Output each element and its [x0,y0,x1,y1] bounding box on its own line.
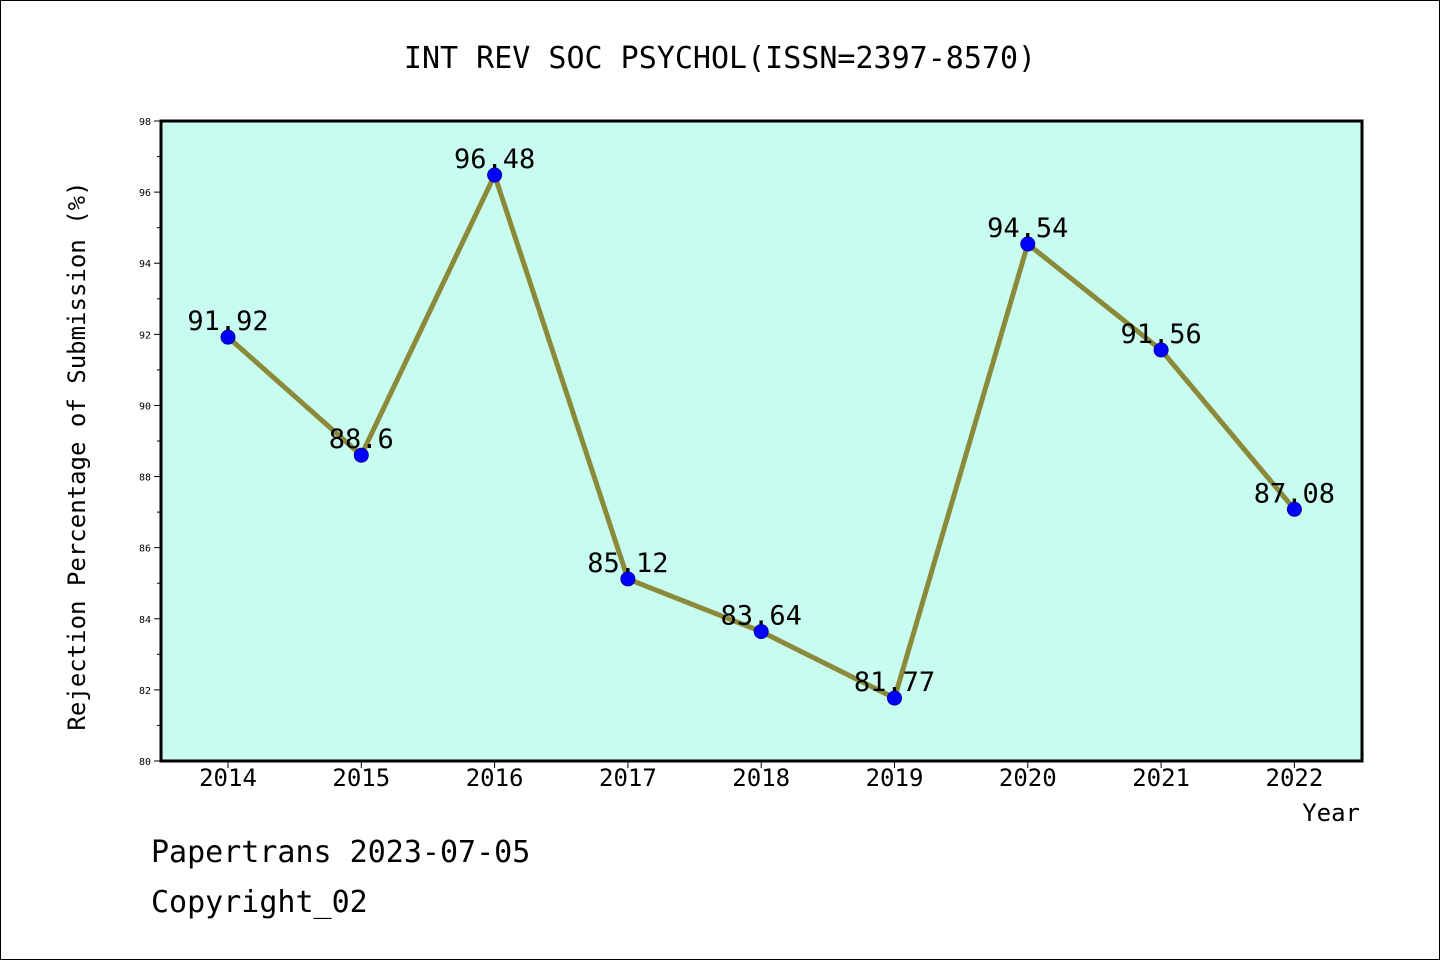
y-tick-label: 98 [139,117,151,128]
x-tick-label: 2021 [1132,764,1190,792]
data-labels: 91.92 88.6 96.48 85.12 83.64 81.77 94.54 91.56 8… [187,144,1335,698]
data-point [1153,342,1169,358]
data-label: 88.6 [329,424,394,455]
data-point [1020,236,1036,252]
x-tick-label: 2018 [732,764,790,792]
data-label: 96.48 [454,144,535,175]
footer-date: Papertrans 2023-07-05 [151,835,531,870]
data-label: 85.12 [587,548,668,579]
chart-title: INT REV SOC PSYCHOL(ISSN=2397-8570) [404,41,1036,76]
y-axis-ticks: 80 82 84 86 88 90 92 94 96 98 [139,117,161,768]
data-point [220,329,236,345]
plot-area [159,119,1364,763]
y-tick-label: 88 [139,473,151,484]
y-tick-label: 84 [139,615,151,626]
data-point [1286,501,1302,517]
data-point [487,167,503,183]
footer-copyright: Copyright_02 [151,885,368,920]
x-tick-label: 2017 [599,764,657,792]
data-point [620,571,636,587]
x-axis-label: Year [1302,799,1360,827]
y-tick-label: 94 [139,259,151,270]
data-label: 91.56 [1120,319,1201,350]
data-label: 83.64 [721,601,802,632]
y-tick-label: 92 [139,330,151,341]
data-markers [220,167,1302,706]
x-tick-label: 2016 [466,764,524,792]
x-tick-label: 2019 [866,764,924,792]
data-label: 91.92 [187,306,268,337]
data-label: 81.77 [854,667,935,698]
data-point [887,690,902,706]
x-tick-label: 2015 [332,764,390,792]
y-axis-label: Rejection Percentage of Submission (%) [63,181,91,730]
x-axis-ticks: 2014 2015 2016 2017 2018 2019 2020 2021 2022 [199,761,1323,792]
y-tick-label: 96 [139,188,151,199]
y-tick-label: 82 [139,686,151,697]
x-tick-label: 2022 [1266,764,1324,792]
x-tick-label: 2014 [199,764,257,792]
data-label: 94.54 [987,213,1068,244]
data-label: 87.08 [1254,478,1335,509]
data-point [353,447,369,463]
y-tick-label: 86 [139,544,151,555]
y-tick-label: 80 [139,757,151,768]
x-tick-label: 2020 [999,764,1057,792]
data-point [753,624,769,640]
y-tick-label: 90 [139,401,151,412]
